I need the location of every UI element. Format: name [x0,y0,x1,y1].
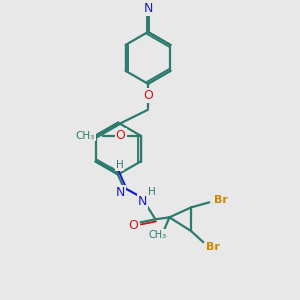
Text: O: O [116,129,126,142]
Text: N: N [116,186,125,199]
Text: CH₃: CH₃ [148,230,166,240]
Text: H: H [116,160,124,170]
Text: O: O [129,219,139,232]
Text: N: N [143,2,153,15]
Text: Br: Br [206,242,220,252]
Text: Br: Br [214,195,228,206]
Text: O: O [143,89,153,102]
Text: H: H [148,188,155,197]
Text: CH₃: CH₃ [76,130,95,141]
Text: N: N [138,195,147,208]
